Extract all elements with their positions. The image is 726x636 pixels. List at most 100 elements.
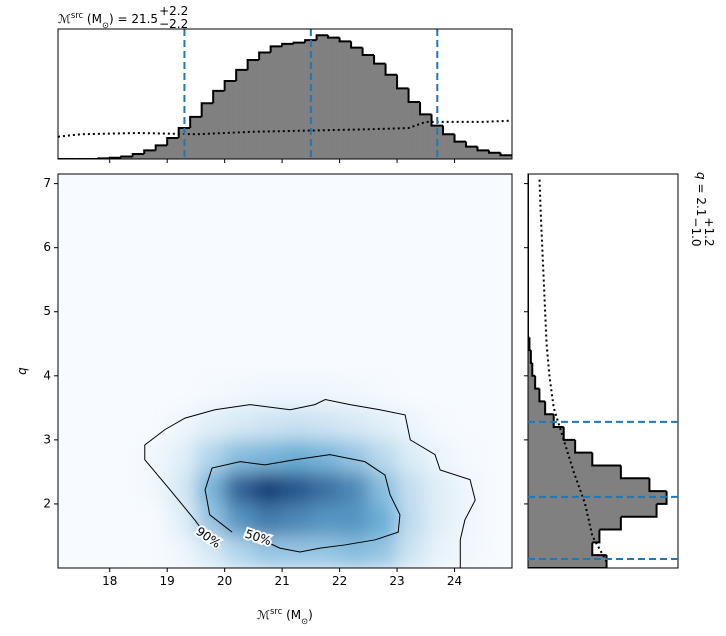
heatmap-cell — [138, 471, 168, 505]
hist-outline — [108, 156, 122, 159]
upper-error: +2.2 — [159, 4, 188, 18]
heatmap-cell — [310, 407, 341, 441]
heatmap-cell — [310, 471, 341, 505]
panel-frame — [57, 28, 513, 160]
y-axis-label: q — [15, 367, 29, 375]
label-part: (M — [83, 12, 102, 26]
heatmap-cell — [167, 439, 197, 473]
heatmap-cell — [368, 471, 398, 505]
heatmap-cell — [138, 407, 168, 441]
heatmap-cell — [138, 439, 168, 473]
heatmap-cell — [253, 535, 283, 568]
hist-bar — [408, 102, 421, 159]
hist-bar — [247, 59, 260, 159]
y-tick-label: 4 — [43, 368, 51, 382]
heatmap-cell — [253, 375, 283, 409]
hist-bar — [528, 350, 531, 364]
right-hist — [528, 174, 668, 568]
heatmap-cell — [138, 375, 168, 409]
hist-outline — [419, 102, 432, 116]
hist-bar — [477, 150, 490, 159]
hist-outline — [200, 102, 214, 117]
heatmap-cell — [339, 407, 369, 441]
heatmap-cell — [253, 407, 283, 441]
heatmap-cell — [253, 439, 283, 473]
hist-outline — [592, 529, 601, 544]
lower-error: −2.2 — [159, 17, 188, 31]
hist-outline — [315, 34, 329, 41]
hist-bar — [528, 542, 593, 556]
heatmap-cell — [195, 471, 226, 505]
heatmap-cell — [282, 471, 312, 505]
label-part: ⊙ — [102, 20, 109, 30]
hist-outline — [131, 153, 145, 157]
x-tick-label: 24 — [447, 574, 462, 588]
upper-error: +1.2 — [702, 217, 716, 246]
hist-bar — [528, 401, 546, 415]
heatmap-cell — [138, 535, 168, 568]
hist-bar — [528, 439, 576, 453]
hist-bar — [201, 103, 214, 159]
hist-bar — [167, 137, 179, 159]
heatmap-cell — [368, 503, 398, 537]
hist-bar — [528, 555, 607, 568]
hist-bar — [385, 74, 398, 159]
hist-outline — [656, 491, 668, 505]
hist-outline — [465, 141, 478, 148]
label-part: ) — [308, 608, 313, 622]
heatmap-cell — [224, 503, 254, 537]
hist-bar — [190, 116, 202, 159]
heatmap-cell — [310, 535, 341, 568]
heatmap-cell — [282, 535, 312, 568]
heatmap-cell — [425, 471, 456, 505]
heatmap-cell — [195, 375, 226, 409]
label-part: = 2.1 — [694, 180, 708, 217]
hist-outline — [373, 55, 386, 65]
hist-bar — [328, 37, 340, 159]
hist-outline — [189, 115, 202, 129]
heatmap-cell — [339, 375, 369, 409]
heatmap-cell — [224, 439, 254, 473]
heatmap-cell — [397, 439, 427, 473]
hist-outline — [327, 35, 340, 39]
hist-outline — [269, 45, 283, 53]
prior-line — [58, 119, 512, 138]
label-part: src — [270, 606, 283, 616]
hist-bar — [528, 427, 564, 441]
heatmap-cell — [253, 471, 283, 505]
label-part: ) = 21.5 — [109, 12, 158, 26]
heatmap-cell — [310, 375, 341, 409]
y-tick-label: 2 — [43, 496, 51, 510]
right-title: q = 2.1 — [694, 172, 708, 216]
heatmap-cell — [167, 535, 197, 568]
heatmap-cell — [397, 471, 427, 505]
hist-bar — [155, 145, 168, 159]
heatmap-cell — [167, 407, 197, 441]
hist-bar — [420, 114, 432, 159]
heatmap-cell — [167, 471, 197, 505]
hist-outline — [476, 146, 490, 152]
hist-outline — [531, 362, 536, 377]
x-tick-label: 20 — [217, 574, 232, 588]
heatmap-cell — [425, 407, 456, 441]
hist-bar — [293, 42, 306, 159]
hist-bar — [528, 503, 657, 518]
heatmap-cell — [224, 535, 254, 568]
hist-bar — [528, 452, 593, 466]
hist-outline — [538, 388, 546, 403]
hist-outline — [338, 37, 352, 43]
contour — [144, 398, 476, 568]
heatmap-cell — [282, 407, 312, 441]
heatmap-cell — [310, 503, 341, 537]
y-tick-label: 6 — [43, 240, 51, 254]
heatmap-cell — [368, 535, 398, 568]
hist-outline — [350, 41, 363, 49]
hist-outline — [453, 134, 467, 143]
heatmap-cell — [138, 503, 168, 537]
heatmap-cell — [167, 503, 197, 537]
heatmap-cell — [282, 375, 312, 409]
hist-outline — [235, 68, 248, 81]
hist-outline — [166, 136, 179, 146]
hist-bar — [528, 362, 533, 377]
